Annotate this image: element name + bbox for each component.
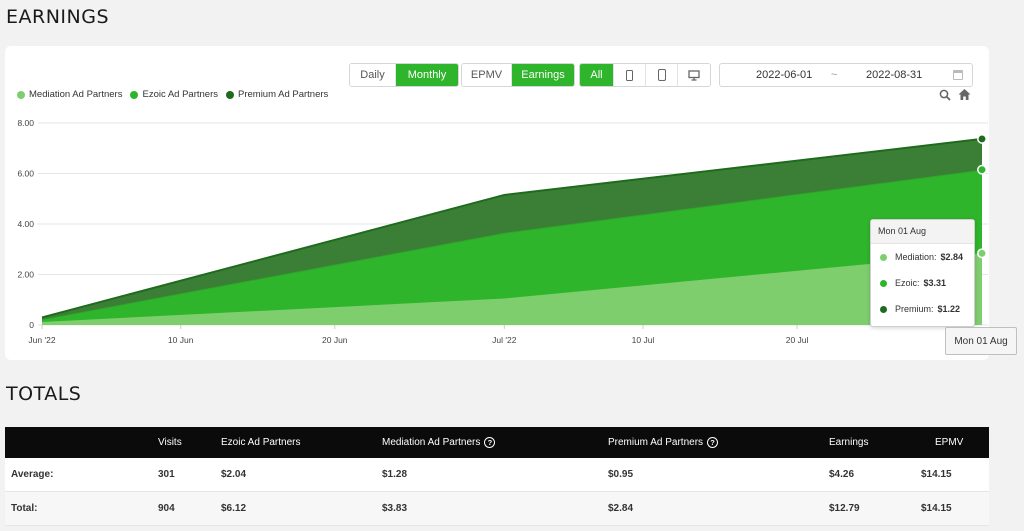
x-tick-label: Jun '22 (28, 335, 55, 345)
tooltip-label: Mediation: (895, 252, 937, 262)
period-toggle: Daily Monthly (349, 63, 459, 87)
legend-item-premium[interactable]: Premium Ad Partners (226, 89, 328, 100)
tooltip-dot (880, 279, 887, 287)
header-cell-epmv[interactable]: EPMV (935, 437, 964, 448)
y-tick-label: 0 (29, 320, 34, 330)
tooltip-value: $3.31 (923, 278, 947, 288)
tooltip-dot (880, 305, 887, 313)
home-icon[interactable] (958, 88, 971, 101)
cell-visits: 301 (158, 469, 175, 480)
tooltip-dot (880, 253, 887, 261)
cell-ezoic: $6.12 (221, 503, 247, 514)
hover-point[interactable] (977, 133, 987, 144)
cell-epmv: $14.15 (921, 503, 952, 514)
y-tick-label: 6.00 (17, 169, 34, 179)
tooltip-value: $1.22 (937, 304, 961, 314)
header-cell-earnings[interactable]: Earnings (829, 437, 869, 448)
legend-dot (130, 90, 139, 99)
header-text: Mediation Ad Partners (382, 437, 481, 448)
tablet-button[interactable] (614, 64, 646, 86)
device-toggle: All (579, 63, 711, 87)
header-text: Premium Ad Partners (608, 437, 704, 448)
date-separator: ~ (831, 69, 838, 81)
totals-table: Visits Ezoic Ad Partners Mediation Ad Pa… (5, 427, 989, 526)
hover-point[interactable] (977, 164, 987, 175)
legend-dot (17, 90, 25, 99)
y-tick-label: 8.00 (17, 118, 34, 128)
x-tick-label: 20 Jul (786, 335, 809, 345)
y-tick-label: 4.00 (17, 219, 34, 229)
cell-ezoic: $2.04 (221, 469, 247, 480)
area-premium-line (41, 137, 983, 319)
help-icon[interactable]: ? (707, 437, 719, 448)
table-row: Total: 904 $6.12 $3.83 $2.84 $12.79 $14.… (5, 492, 989, 526)
chart-legend: Mediation Ad Partners Ezoic Ad Partners … (17, 89, 328, 100)
table-header: Visits Ezoic Ad Partners Mediation Ad Pa… (5, 427, 989, 458)
earnings-title: EARNINGS (6, 6, 110, 28)
legend-item-ezoic[interactable]: Ezoic Ad Partners (130, 89, 218, 100)
header-cell-ezoic[interactable]: Ezoic Ad Partners (221, 437, 301, 448)
tooltip-label: Premium: (895, 304, 934, 314)
header-cell-mediation[interactable]: Mediation Ad Partners ? (382, 437, 496, 448)
table-row: Average: 301 $2.04 $1.28 $0.95 $4.26 $14… (5, 458, 989, 492)
tooltip-value: $2.84 (940, 252, 964, 262)
legend-label: Mediation Ad Partners (29, 89, 123, 100)
date-end[interactable]: 2022-08-31 (866, 69, 923, 81)
cell-visits: 904 (158, 503, 175, 514)
tooltip-row-ezoic: Ezoic: $3.31 (871, 270, 974, 296)
chart-tooltip: Mon 01 Aug Mediation: $2.84 Ezoic: $3.31… (870, 219, 975, 327)
y-tick-label: 2.00 (17, 270, 34, 280)
date-range-picker[interactable]: 2022-06-01 ~ 2022-08-31 (719, 63, 973, 87)
cell-mediation: $1.28 (382, 469, 408, 480)
hover-point[interactable] (977, 248, 987, 259)
row-label: Average: (11, 469, 54, 480)
mobile-icon (657, 69, 666, 81)
cell-premium: $0.95 (608, 469, 634, 480)
tooltip-row-premium: Premium: $1.22 (871, 296, 974, 322)
row-label: Total: (11, 503, 38, 514)
epmv-button[interactable]: EPMV (462, 64, 512, 86)
header-cell-visits[interactable]: Visits (158, 437, 182, 448)
all-devices-button[interactable]: All (580, 64, 614, 86)
tooltip-label: Ezoic: (895, 278, 920, 288)
x-tick-label: Jul '22 (492, 335, 517, 345)
tooltip-row-mediation: Mediation: $2.84 (871, 244, 974, 270)
totals-title: TOTALS (6, 383, 82, 405)
desktop-icon (688, 69, 700, 81)
tooltip-date: Mon 01 Aug (871, 220, 974, 244)
cell-premium: $2.84 (608, 503, 634, 514)
x-tick-label: 10 Jul (632, 335, 655, 345)
earnings-button[interactable]: Earnings (512, 64, 574, 86)
legend-label: Premium Ad Partners (238, 89, 329, 100)
tablet-icon (626, 69, 633, 81)
date-start[interactable]: 2022-06-01 (756, 69, 813, 81)
cell-epmv: $14.15 (921, 469, 952, 480)
monthly-button[interactable]: Monthly (396, 64, 458, 86)
calendar-icon[interactable] (953, 70, 963, 80)
metric-toggle: EPMV Earnings (461, 63, 575, 87)
area-ezoic[interactable] (42, 169, 982, 322)
daily-button[interactable]: Daily (350, 64, 396, 86)
legend-dot (226, 90, 234, 99)
help-icon[interactable]: ? (484, 437, 496, 448)
crosshair-date-label: Mon 01 Aug (945, 327, 1017, 355)
zoom-icon[interactable] (939, 89, 951, 101)
cell-mediation: $3.83 (382, 503, 408, 514)
header-cell-premium[interactable]: Premium Ad Partners ? (608, 437, 719, 448)
cell-earnings: $4.26 (829, 469, 855, 480)
legend-item-mediation[interactable]: Mediation Ad Partners (17, 89, 122, 100)
area-mediation[interactable] (42, 253, 982, 325)
x-tick-label: 20 Jun (322, 335, 348, 345)
mobile-button[interactable] (646, 64, 678, 86)
desktop-button[interactable] (678, 64, 710, 86)
cell-earnings: $12.79 (829, 503, 860, 514)
x-tick-label: 10 Jun (168, 335, 194, 345)
area-premium[interactable] (42, 138, 982, 320)
legend-label: Ezoic Ad Partners (142, 89, 218, 100)
